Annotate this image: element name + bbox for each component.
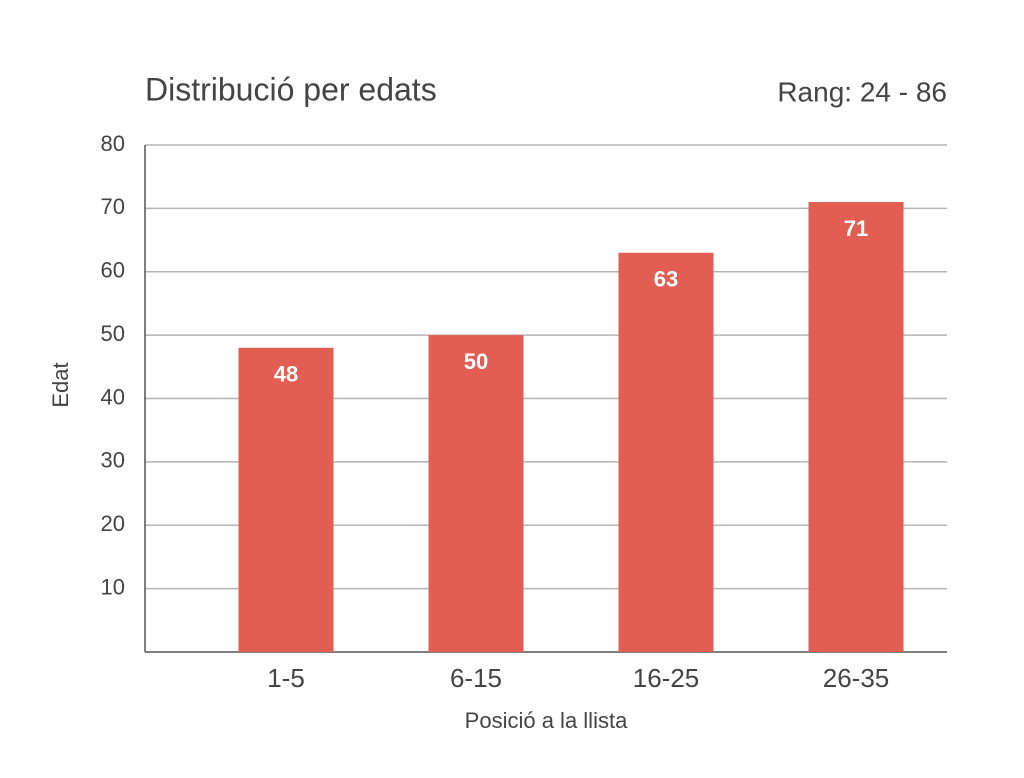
bar [428,335,524,652]
y-tick-label: 10 [101,574,125,599]
x-tick-label: 26-35 [823,663,890,693]
y-tick-label: 20 [101,511,125,536]
y-tick-label: 50 [101,321,125,346]
y-tick-label: 70 [101,194,125,219]
bar-value-label: 50 [464,349,488,374]
y-tick-label: 40 [101,384,125,409]
bar [808,202,904,652]
bar-value-label: 63 [654,267,678,292]
y-tick-label: 80 [101,131,125,156]
y-tick-label: 30 [101,448,125,473]
range-annotation: Rang: 24 - 86 [777,76,947,107]
x-tick-label: 16-25 [633,663,700,693]
chart-title: Distribució per edats [145,71,437,107]
bar [238,347,334,652]
bar [618,252,714,653]
y-axis-label: Edat [48,362,73,407]
x-axis-label: Posició a la llista [465,708,628,733]
bar-value-label: 71 [844,216,868,241]
bar-value-label: 48 [274,362,298,387]
x-tick-label: 6-15 [450,663,502,693]
y-tick-label: 60 [101,258,125,283]
x-tick-label: 1-5 [267,663,305,693]
